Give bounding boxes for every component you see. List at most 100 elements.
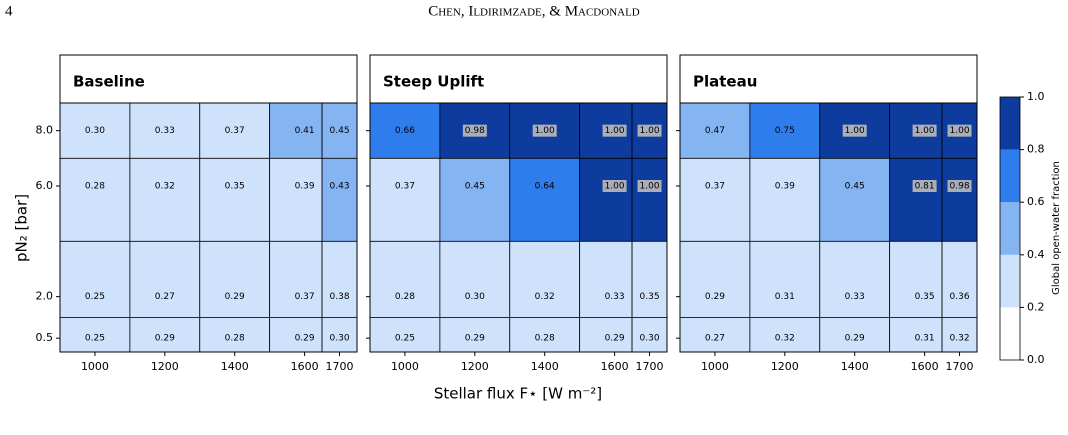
cell-label: 0.27 bbox=[705, 334, 725, 344]
y-tick-label: 6.0 bbox=[36, 179, 54, 192]
cell-label: 0.25 bbox=[395, 334, 415, 344]
x-axis-label: Stellar flux F⋆ [W m⁻²] bbox=[434, 385, 602, 403]
x-tick-label: 1400 bbox=[841, 360, 869, 373]
colorbar-frame bbox=[999, 96, 1021, 361]
label-background bbox=[947, 180, 972, 192]
x-tick-label: 1700 bbox=[946, 360, 974, 373]
cell-label: 0.47 bbox=[705, 126, 725, 136]
heatmap-cell bbox=[369, 240, 441, 318]
panel-title: Plateau bbox=[693, 73, 757, 91]
heatmap-cell bbox=[59, 157, 131, 242]
heatmap-cell bbox=[321, 102, 358, 159]
cell-label: 1.00 bbox=[845, 126, 865, 136]
label-background bbox=[842, 124, 867, 137]
cell-label: 0.27 bbox=[155, 292, 175, 302]
heatmap-cell bbox=[509, 240, 581, 318]
cell-label: 1.00 bbox=[605, 126, 625, 136]
cell-label: 0.32 bbox=[155, 182, 175, 192]
colorbar-segment bbox=[1000, 307, 1020, 360]
cell-label: 0.31 bbox=[775, 292, 795, 302]
label-background bbox=[637, 124, 662, 137]
heatmap-cell bbox=[439, 240, 511, 318]
cell-label: 1.00 bbox=[535, 126, 555, 136]
cell-label: 0.28 bbox=[535, 334, 555, 344]
colorbar-tick-label: 0.4 bbox=[1027, 248, 1045, 261]
title-box bbox=[369, 54, 668, 104]
heatmap-cell bbox=[129, 317, 201, 353]
cell-label: 0.35 bbox=[640, 292, 660, 302]
label-background bbox=[637, 180, 662, 192]
cell-label: 0.30 bbox=[85, 126, 105, 136]
cell-label: 0.29 bbox=[605, 334, 625, 344]
colorbar-segment bbox=[1000, 149, 1020, 203]
cell-label: 0.39 bbox=[775, 182, 795, 192]
label-background bbox=[912, 180, 937, 192]
cell-label: 0.81 bbox=[915, 182, 935, 192]
x-tick-label: 1700 bbox=[636, 360, 664, 373]
cell-label: 0.37 bbox=[705, 182, 725, 192]
panel-title: Steep Uplift bbox=[383, 73, 484, 91]
cell-label: 0.66 bbox=[395, 126, 415, 136]
heatmap-cell bbox=[129, 157, 201, 242]
cell-label: 0.45 bbox=[845, 182, 865, 192]
colorbar-tick-label: 0.0 bbox=[1027, 353, 1045, 366]
heatmap-cell bbox=[269, 157, 323, 242]
cell-label: 0.32 bbox=[950, 334, 970, 344]
x-tick-label: 1200 bbox=[461, 360, 489, 373]
cell-label: 0.37 bbox=[295, 292, 315, 302]
cell-label: 0.30 bbox=[330, 334, 350, 344]
cell-label: 0.64 bbox=[535, 182, 555, 192]
heatmap-cell bbox=[579, 157, 633, 242]
heatmap-cell bbox=[889, 157, 943, 242]
cell-label: 1.00 bbox=[640, 126, 660, 136]
y-tick-label: 8.0 bbox=[36, 124, 54, 137]
cell-label: 0.38 bbox=[330, 292, 350, 302]
cell-label: 0.37 bbox=[225, 126, 245, 136]
title-box bbox=[679, 54, 978, 104]
cell-label: 1.00 bbox=[640, 182, 660, 192]
heatmap-cell bbox=[579, 240, 633, 318]
colorbar-tick-label: 0.6 bbox=[1027, 195, 1045, 208]
colorbar-tick-label: 1.0 bbox=[1027, 90, 1045, 103]
colorbar-tick-label: 0.2 bbox=[1027, 300, 1045, 313]
heatmap-cell bbox=[199, 240, 271, 318]
x-tick-label: 1700 bbox=[326, 360, 354, 373]
y-tick-label: 2.0 bbox=[36, 290, 54, 303]
label-background bbox=[462, 124, 487, 137]
cell-label: 0.30 bbox=[640, 334, 660, 344]
label-background bbox=[602, 124, 627, 137]
cell-label: 0.29 bbox=[705, 292, 725, 302]
heatmap-cell bbox=[679, 157, 751, 242]
heatmap-cell bbox=[749, 317, 821, 353]
heatmap-cell bbox=[59, 102, 131, 159]
title-box bbox=[59, 54, 358, 104]
heatmap-cell bbox=[269, 240, 323, 318]
cell-label: 0.31 bbox=[915, 334, 935, 344]
x-tick-label: 1400 bbox=[221, 360, 249, 373]
cell-label: 0.36 bbox=[950, 292, 970, 302]
colorbar-label: Global open-water fraction bbox=[1051, 161, 1062, 295]
heatmap-cell bbox=[889, 240, 943, 318]
heatmap-cell bbox=[941, 157, 978, 242]
cell-label: 0.43 bbox=[330, 182, 350, 192]
x-tick-label: 1600 bbox=[601, 360, 629, 373]
label-background bbox=[912, 124, 937, 137]
x-tick-label: 1600 bbox=[291, 360, 319, 373]
heatmap-cell bbox=[439, 157, 511, 242]
cell-label: 0.29 bbox=[465, 334, 485, 344]
plot-frame bbox=[679, 102, 978, 353]
cell-label: 0.98 bbox=[465, 126, 485, 136]
heatmap-cell bbox=[509, 157, 581, 242]
cell-label: 0.33 bbox=[845, 292, 865, 302]
x-tick-label: 1200 bbox=[151, 360, 179, 373]
cell-label: 0.45 bbox=[465, 182, 485, 192]
heatmap-cell bbox=[819, 157, 891, 242]
running-header: Chen, Ildirimzade, & Macdonald bbox=[428, 3, 640, 19]
cell-label: 0.45 bbox=[330, 126, 350, 136]
cell-label: 0.35 bbox=[225, 182, 245, 192]
heatmap-cell bbox=[369, 102, 441, 159]
cell-label: 0.33 bbox=[605, 292, 625, 302]
cell-label: 0.33 bbox=[155, 126, 175, 136]
heatmap-cell bbox=[819, 317, 891, 353]
cell-label: 0.32 bbox=[535, 292, 555, 302]
